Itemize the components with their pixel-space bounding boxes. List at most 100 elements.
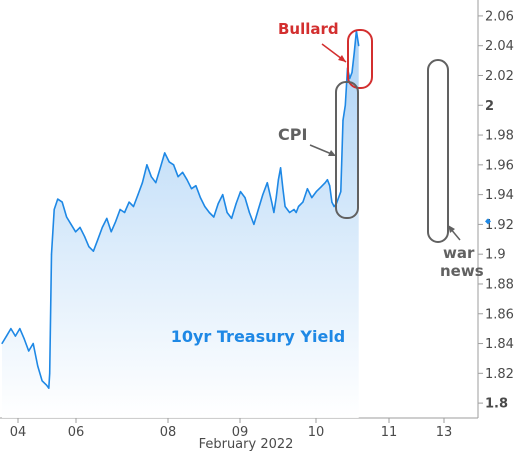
data-point bbox=[50, 253, 53, 255]
data-point bbox=[128, 201, 130, 203]
y-tick-label: 1.84 bbox=[485, 337, 514, 352]
data-point bbox=[248, 211, 250, 214]
data-point bbox=[275, 197, 277, 199]
data-point bbox=[41, 380, 43, 382]
data-point bbox=[222, 194, 224, 196]
data-point bbox=[340, 191, 342, 193]
data-point bbox=[92, 250, 94, 252]
data-point bbox=[146, 164, 148, 166]
data-point bbox=[271, 201, 273, 203]
y-tick-label: 1.92 bbox=[485, 218, 514, 233]
data-point bbox=[70, 223, 72, 225]
data-point bbox=[168, 161, 170, 163]
data-point bbox=[353, 52, 355, 54]
data-point bbox=[115, 220, 117, 222]
area-layer bbox=[2, 30, 359, 419]
data-point bbox=[342, 119, 344, 121]
x-tick-label: 10 bbox=[308, 425, 325, 440]
data-point bbox=[137, 194, 139, 196]
data-point bbox=[297, 205, 300, 208]
data-point bbox=[311, 197, 313, 199]
data-point bbox=[159, 167, 161, 169]
data-point bbox=[315, 191, 317, 193]
data-point bbox=[277, 179, 279, 181]
data-point bbox=[155, 182, 157, 184]
data-point bbox=[101, 226, 103, 228]
news-label: news bbox=[440, 262, 484, 280]
data-point bbox=[66, 216, 68, 218]
axis-layer: 1.8 1.82 1.84 1.86 1.88 1.9 1.92 1.94 1.96 1.98 2 2… bbox=[10, 9, 514, 440]
data-point bbox=[97, 238, 99, 240]
data-point bbox=[48, 387, 50, 389]
data-point bbox=[257, 208, 259, 211]
data-point bbox=[14, 335, 16, 337]
data-point bbox=[329, 185, 331, 187]
bullard-label: Bullard bbox=[278, 20, 339, 38]
data-point bbox=[338, 197, 340, 199]
y-tick-label: 1.86 bbox=[485, 307, 514, 322]
last-value-marker bbox=[485, 218, 491, 225]
y-tick-label: 1.8 bbox=[485, 397, 508, 412]
data-point bbox=[306, 188, 308, 190]
x-tick-label: 13 bbox=[436, 425, 453, 440]
x-tick-label: 08 bbox=[160, 425, 177, 440]
cpi-label: CPI bbox=[278, 125, 307, 144]
data-point bbox=[49, 372, 51, 374]
data-point bbox=[75, 231, 77, 233]
data-point bbox=[324, 182, 326, 184]
cpi-arrowhead bbox=[328, 150, 336, 156]
data-point bbox=[124, 211, 126, 214]
data-point bbox=[164, 152, 166, 154]
data-point bbox=[231, 217, 233, 219]
y-tick-label: 2 bbox=[485, 99, 494, 114]
data-point bbox=[119, 208, 121, 211]
x-tick-label: 04 bbox=[10, 425, 27, 440]
data-point bbox=[182, 171, 184, 173]
data-point bbox=[226, 211, 228, 214]
bullard-arrowhead bbox=[338, 55, 346, 62]
data-point bbox=[295, 211, 297, 214]
data-point bbox=[83, 235, 86, 237]
war-news-arrowhead bbox=[448, 225, 455, 233]
data-point bbox=[177, 176, 179, 178]
y-tick-label: 1.96 bbox=[485, 158, 514, 173]
series-area bbox=[2, 30, 359, 419]
data-point bbox=[266, 182, 268, 184]
data-point bbox=[326, 179, 328, 181]
data-point bbox=[1, 342, 3, 345]
data-point bbox=[284, 205, 286, 208]
data-point bbox=[213, 216, 215, 218]
data-point bbox=[186, 179, 188, 181]
war-label: war bbox=[443, 244, 475, 262]
data-point bbox=[244, 197, 246, 199]
data-point bbox=[132, 205, 135, 208]
data-point bbox=[217, 203, 219, 205]
data-point bbox=[351, 71, 353, 74]
data-point bbox=[195, 185, 197, 187]
cpi-highlight bbox=[335, 81, 359, 219]
data-point bbox=[37, 365, 39, 367]
data-point bbox=[32, 342, 34, 345]
y-tick-label: 1.88 bbox=[485, 277, 514, 292]
data-point bbox=[289, 211, 291, 214]
data-point bbox=[280, 167, 282, 169]
bullard-highlight bbox=[347, 29, 373, 89]
data-point bbox=[88, 246, 90, 248]
data-point bbox=[293, 208, 295, 211]
y-tick-label: 1.94 bbox=[485, 188, 514, 203]
data-point bbox=[150, 176, 152, 178]
x-tick-label: 09 bbox=[232, 425, 249, 440]
data-point bbox=[106, 217, 108, 219]
x-tick-label: 11 bbox=[381, 425, 398, 440]
y-tick-label: 1.98 bbox=[485, 129, 514, 144]
x-tick-label: 06 bbox=[68, 425, 85, 440]
data-point bbox=[262, 194, 264, 196]
data-point bbox=[53, 208, 55, 211]
data-point bbox=[235, 203, 237, 205]
y-tick-label: 2.02 bbox=[485, 69, 514, 84]
y-tick-label: 1.9 bbox=[485, 248, 506, 263]
chart-title: 10yr Treasury Yield bbox=[171, 327, 346, 346]
